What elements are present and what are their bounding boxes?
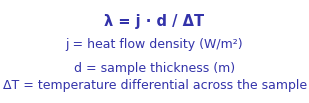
Text: λ = j · d / ΔT: λ = j · d / ΔT [104,14,205,29]
Text: j = heat flow density (W/m²): j = heat flow density (W/m²) [66,38,243,51]
Text: d = sample thickness (m): d = sample thickness (m) [74,62,235,75]
Text: ΔT = temperature differential across the sample (°C): ΔT = temperature differential across the… [3,79,309,92]
